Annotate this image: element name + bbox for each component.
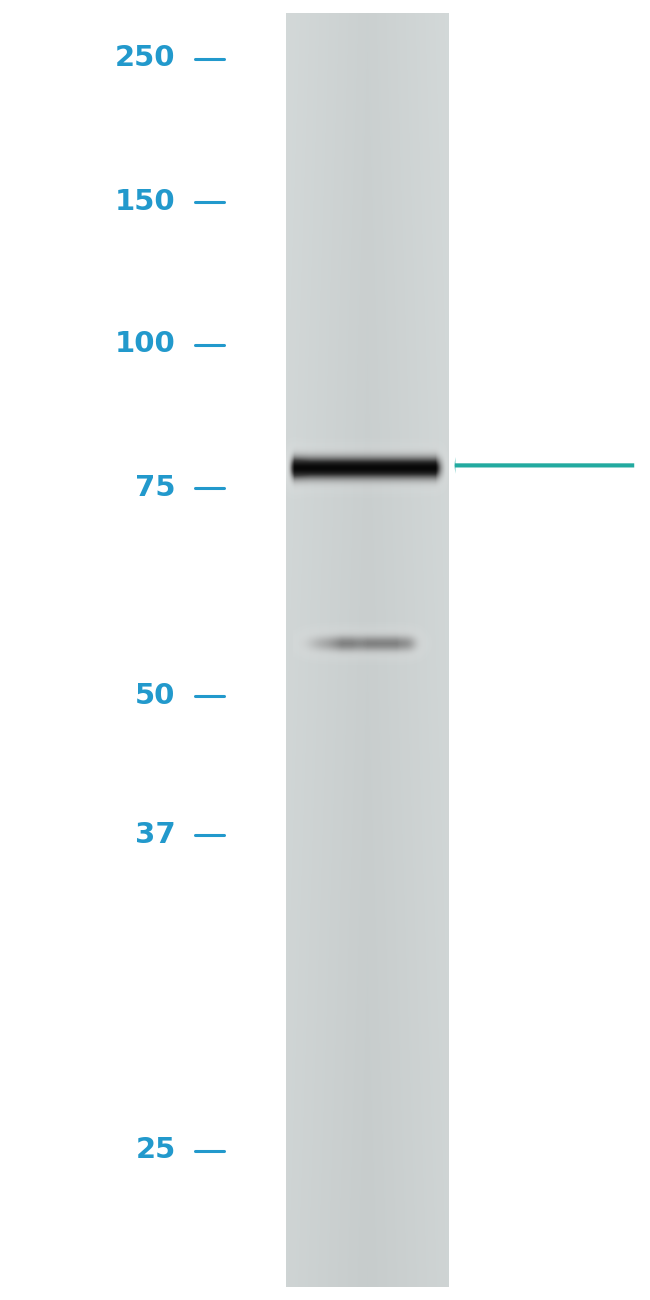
Text: 250: 250 bbox=[115, 44, 176, 73]
Text: 37: 37 bbox=[135, 820, 176, 849]
Text: 75: 75 bbox=[135, 473, 176, 502]
Text: 25: 25 bbox=[135, 1136, 176, 1165]
Text: 50: 50 bbox=[135, 681, 176, 710]
Text: 150: 150 bbox=[115, 187, 176, 216]
Text: 100: 100 bbox=[115, 330, 176, 359]
